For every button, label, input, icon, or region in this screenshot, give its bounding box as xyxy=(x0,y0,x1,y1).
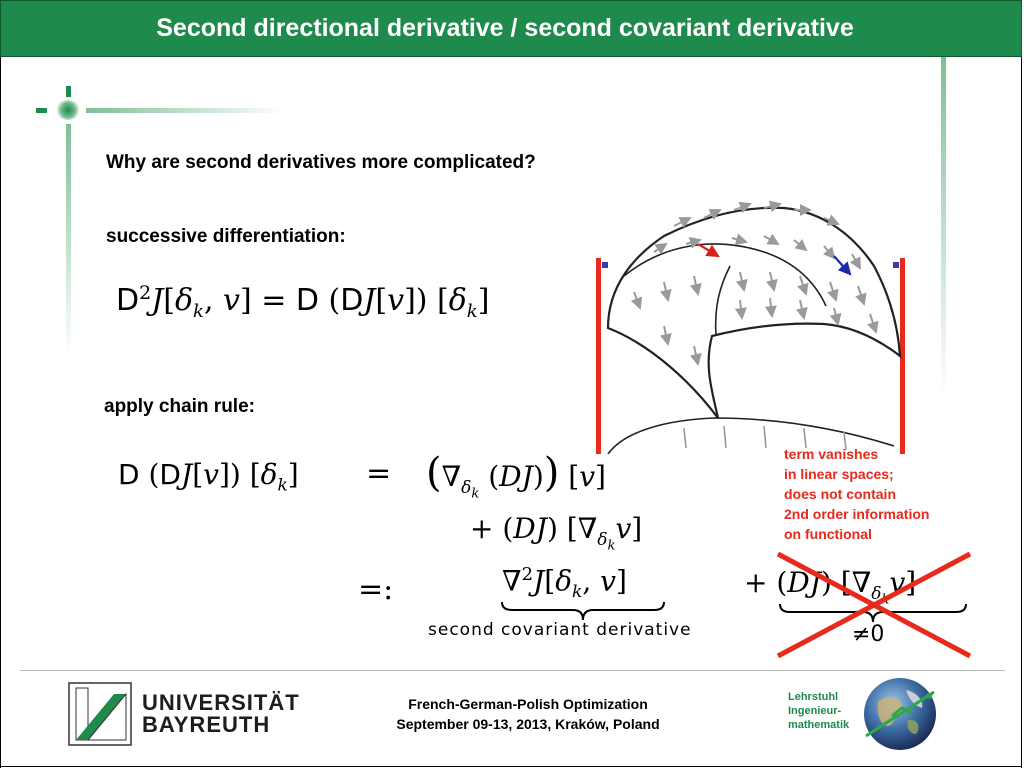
formula-equals: = xyxy=(366,456,392,491)
frame-line-bottom xyxy=(0,766,1022,767)
formula-covariant-term: ∇2J[δk, v] xyxy=(502,564,627,602)
university-line-1: UNIVERSITÄT xyxy=(142,690,300,715)
chain-rule-label: apply chain rule: xyxy=(104,396,255,417)
question-heading: Why are second derivatives more complica… xyxy=(106,152,536,173)
formula-second-derivative: D2J[δk, v] = D (DJ[v]) [δk] xyxy=(116,282,490,322)
term-vanishes-note: term vanishes in linear spaces; does not… xyxy=(784,444,929,544)
neq-zero-label: ≠0 xyxy=(852,622,885,647)
deco-line-vertical-right xyxy=(941,57,946,397)
note-line-4: 2nd order information xyxy=(784,506,930,522)
deco-line-horizontal xyxy=(86,108,286,113)
curved-surface-figure xyxy=(596,200,905,454)
formula-chain-rhs-1: (∇δk (DJ)) [v] xyxy=(426,450,606,501)
university-line-2: BAYREUTH xyxy=(142,712,271,737)
deco-dash-top xyxy=(66,86,71,97)
title-bar xyxy=(0,0,1022,57)
frame-line-right xyxy=(1021,57,1022,768)
chair-line-2: Ingenieur- xyxy=(788,705,842,717)
note-line-5: on functional xyxy=(784,526,872,542)
cross-out-mark xyxy=(776,551,972,659)
university-logo-icon xyxy=(68,682,132,746)
note-line-3: does not contain xyxy=(784,486,896,502)
formula-chain-rhs-2: + (DJ) [∇δkv] xyxy=(470,512,643,553)
underbrace-covariant xyxy=(501,601,665,621)
chair-line-3: mathematik xyxy=(788,719,850,731)
footer-divider xyxy=(20,670,1005,671)
note-line-2: in linear spaces; xyxy=(784,466,894,482)
covariant-derivative-label: second covariant derivative xyxy=(428,620,692,640)
conference-line-1: French-German-Polish Optimization xyxy=(408,696,648,712)
chair-line-1: Lehrstuhl xyxy=(788,691,839,703)
formula-chain-lhs: D (DJ[v]) [δk] xyxy=(118,458,299,496)
deco-glow-dot xyxy=(56,100,80,120)
university-name: UNIVERSITÄT BAYREUTH xyxy=(142,692,300,736)
globe-logo-icon xyxy=(864,678,936,750)
successive-differentiation-label: successive differentiation: xyxy=(106,226,346,247)
deco-line-vertical-left xyxy=(66,124,71,354)
formula-defined-as: =: xyxy=(358,572,394,607)
chair-name: Lehrstuhl Ingenieur- mathematik xyxy=(788,690,849,732)
deco-dash-left xyxy=(36,108,47,113)
note-line-1: term vanishes xyxy=(784,446,879,462)
conference-line-2: September 09-13, 2013, Kraków, Poland xyxy=(396,716,660,732)
frame-line-left xyxy=(0,57,1,768)
slide-title: Second directional derivative / second c… xyxy=(156,14,854,42)
underbrace-vanishing xyxy=(779,603,967,623)
conference-info: French-German-Polish Optimization Septem… xyxy=(348,694,708,734)
